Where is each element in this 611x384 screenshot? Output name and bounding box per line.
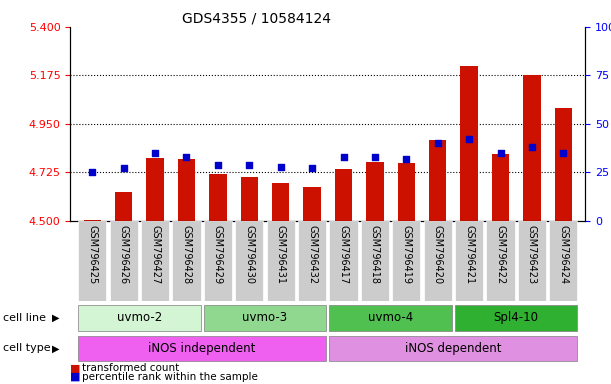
Point <box>464 136 474 142</box>
Text: percentile rank within the sample: percentile rank within the sample <box>82 372 258 382</box>
Text: Spl4-10: Spl4-10 <box>494 311 539 324</box>
Bar <box>486 221 514 301</box>
Bar <box>366 162 384 221</box>
Bar <box>298 221 326 301</box>
Text: transformed count: transformed count <box>82 363 180 373</box>
Bar <box>329 305 452 331</box>
Text: GSM796424: GSM796424 <box>558 225 568 284</box>
Point <box>119 166 128 172</box>
Bar <box>461 66 478 221</box>
Bar <box>429 140 447 221</box>
Point <box>307 166 317 172</box>
Bar <box>241 177 258 221</box>
Bar <box>78 336 326 361</box>
Bar <box>455 305 577 331</box>
Point <box>276 164 285 170</box>
Bar <box>203 221 232 301</box>
Bar <box>329 336 577 361</box>
Text: ■: ■ <box>70 363 81 373</box>
Text: GSM796432: GSM796432 <box>307 225 317 284</box>
Bar <box>203 305 326 331</box>
Text: uvmo-4: uvmo-4 <box>368 311 413 324</box>
Text: iNOS dependent: iNOS dependent <box>405 342 502 355</box>
Bar <box>523 75 541 221</box>
Text: ▶: ▶ <box>53 313 60 323</box>
Text: GSM796422: GSM796422 <box>496 225 505 284</box>
Point <box>87 169 97 175</box>
Point <box>433 140 442 146</box>
Point <box>181 154 191 160</box>
Text: GDS4355 / 10584124: GDS4355 / 10584124 <box>182 12 331 25</box>
Point <box>558 150 568 156</box>
Text: ▶: ▶ <box>53 343 60 354</box>
Bar <box>272 183 290 221</box>
Bar <box>115 192 133 221</box>
Point <box>527 144 537 150</box>
Text: GSM796425: GSM796425 <box>87 225 97 284</box>
Bar <box>455 221 483 301</box>
Text: uvmo-3: uvmo-3 <box>243 311 288 324</box>
Point <box>244 162 254 168</box>
Bar <box>423 221 452 301</box>
Bar <box>304 187 321 221</box>
Text: GSM796423: GSM796423 <box>527 225 537 284</box>
Point <box>496 150 505 156</box>
Text: GSM796419: GSM796419 <box>401 225 411 284</box>
Text: uvmo-2: uvmo-2 <box>117 311 162 324</box>
Text: GSM796417: GSM796417 <box>338 225 348 284</box>
Point <box>401 156 411 162</box>
Bar <box>392 221 420 301</box>
Text: ■: ■ <box>70 372 81 382</box>
Bar <box>335 169 352 221</box>
Text: GSM796421: GSM796421 <box>464 225 474 284</box>
Text: GSM796430: GSM796430 <box>244 225 254 284</box>
Bar <box>78 221 106 301</box>
Bar <box>78 305 200 331</box>
Bar <box>266 221 295 301</box>
Bar <box>549 221 577 301</box>
Bar <box>492 154 509 221</box>
Bar <box>172 221 200 301</box>
Bar <box>178 159 195 221</box>
Text: GSM796420: GSM796420 <box>433 225 443 284</box>
Text: GSM796427: GSM796427 <box>150 225 160 284</box>
Point <box>338 154 348 160</box>
Bar <box>555 108 572 221</box>
Bar <box>141 221 169 301</box>
Bar <box>147 158 164 221</box>
Text: GSM796431: GSM796431 <box>276 225 286 284</box>
Text: cell type: cell type <box>3 343 51 354</box>
Point <box>370 154 380 160</box>
Bar <box>398 162 415 221</box>
Point <box>150 150 160 156</box>
Bar <box>518 221 546 301</box>
Text: GSM796418: GSM796418 <box>370 225 380 284</box>
Text: GSM796429: GSM796429 <box>213 225 223 284</box>
Text: GSM796428: GSM796428 <box>181 225 191 284</box>
Bar <box>235 221 263 301</box>
Text: cell line: cell line <box>3 313 46 323</box>
Text: GSM796426: GSM796426 <box>119 225 129 284</box>
Bar <box>84 220 101 221</box>
Bar <box>209 174 227 221</box>
Bar <box>109 221 138 301</box>
Bar <box>360 221 389 301</box>
Point <box>213 162 223 168</box>
Bar <box>329 221 357 301</box>
Text: iNOS independent: iNOS independent <box>148 342 256 355</box>
